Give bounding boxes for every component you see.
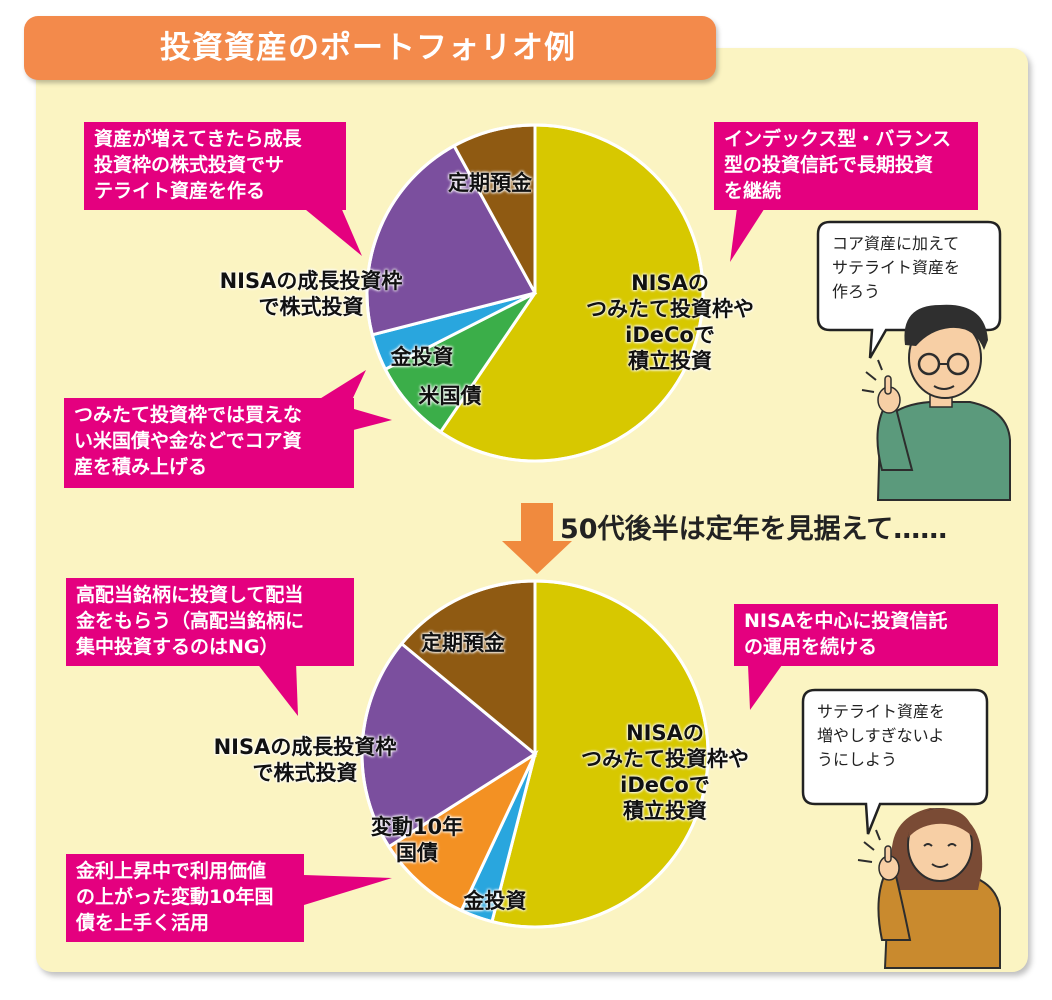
callout-floating-jgb: 金利上昇中で利用価値 の上がった変動10年国 債を上手く活用 [66,854,304,942]
pie2-label-nisa-tsumitate: NISAの つみたて投資枠や iDeCoで 積立投資 [581,721,749,823]
pie1-label-us-bonds: 米国債 [418,384,482,408]
pie1-label-nisa-tsumitate: NISAの つみたて投資枠や iDeCoで 積立投資 [586,271,754,373]
speech-bubble-man: コア資産に加えて サテライト資産を 作ろう [832,234,961,301]
pie2-label-gold: 金投資 [463,889,527,913]
callout-tail [304,875,392,905]
pie-chart-after-50s [360,579,710,929]
speech-bubble-shape [801,688,989,835]
page-title: 投資資産のポートフォリオ例 [24,16,716,80]
callout-core-assets: つみたて投資枠では買えな い米国債や金などでコア資 産を積み上げる [64,398,354,488]
transition-text: 50代後半は定年を見据えて…… [560,514,948,545]
callout-tail [256,662,298,716]
pie2-label-fixed-deposit: 定期預金 [421,631,505,655]
callout-tail [300,205,362,256]
pie2-label-growth-stocks: NISAの成長投資枠 で株式投資 [213,735,397,785]
pie-chart-current [365,123,705,463]
pie2-label-floating-jgb: 変動10年 国債 [370,815,464,865]
man-illustration [861,304,1011,501]
pie1-label-fixed-deposit: 定期預金 [448,171,532,195]
pie1-label-growth-stocks: NISAの成長投資枠 で株式投資 [219,269,403,319]
woman-illustration [857,808,1001,969]
speech-bubble-woman: サテライト資産を 増やしすぎないよ うにしよう [817,702,946,769]
callout-tail [318,370,366,400]
down-arrow-icon [502,503,572,574]
callout-tail [748,665,782,710]
pie1-outline [365,123,705,463]
pie2-outline [360,579,710,929]
callout-high-dividend: 高配当銘柄に投資して配当 金をもらう（高配当銘柄に 集中投資するのはNG） [66,578,354,666]
callout-satellite-assets: 資産が増えてきたら成長 投資枠の株式投資でサ テライト資産を作る [84,122,346,210]
callout-nisa-focus: NISAを中心に投資信託 の運用を続ける [734,604,998,666]
callout-index-funds: インデックス型・バランス 型の投資信託で長期投資 を継続 [714,122,978,210]
pie1-label-gold: 金投資 [390,345,454,369]
callout-tail [730,200,770,262]
